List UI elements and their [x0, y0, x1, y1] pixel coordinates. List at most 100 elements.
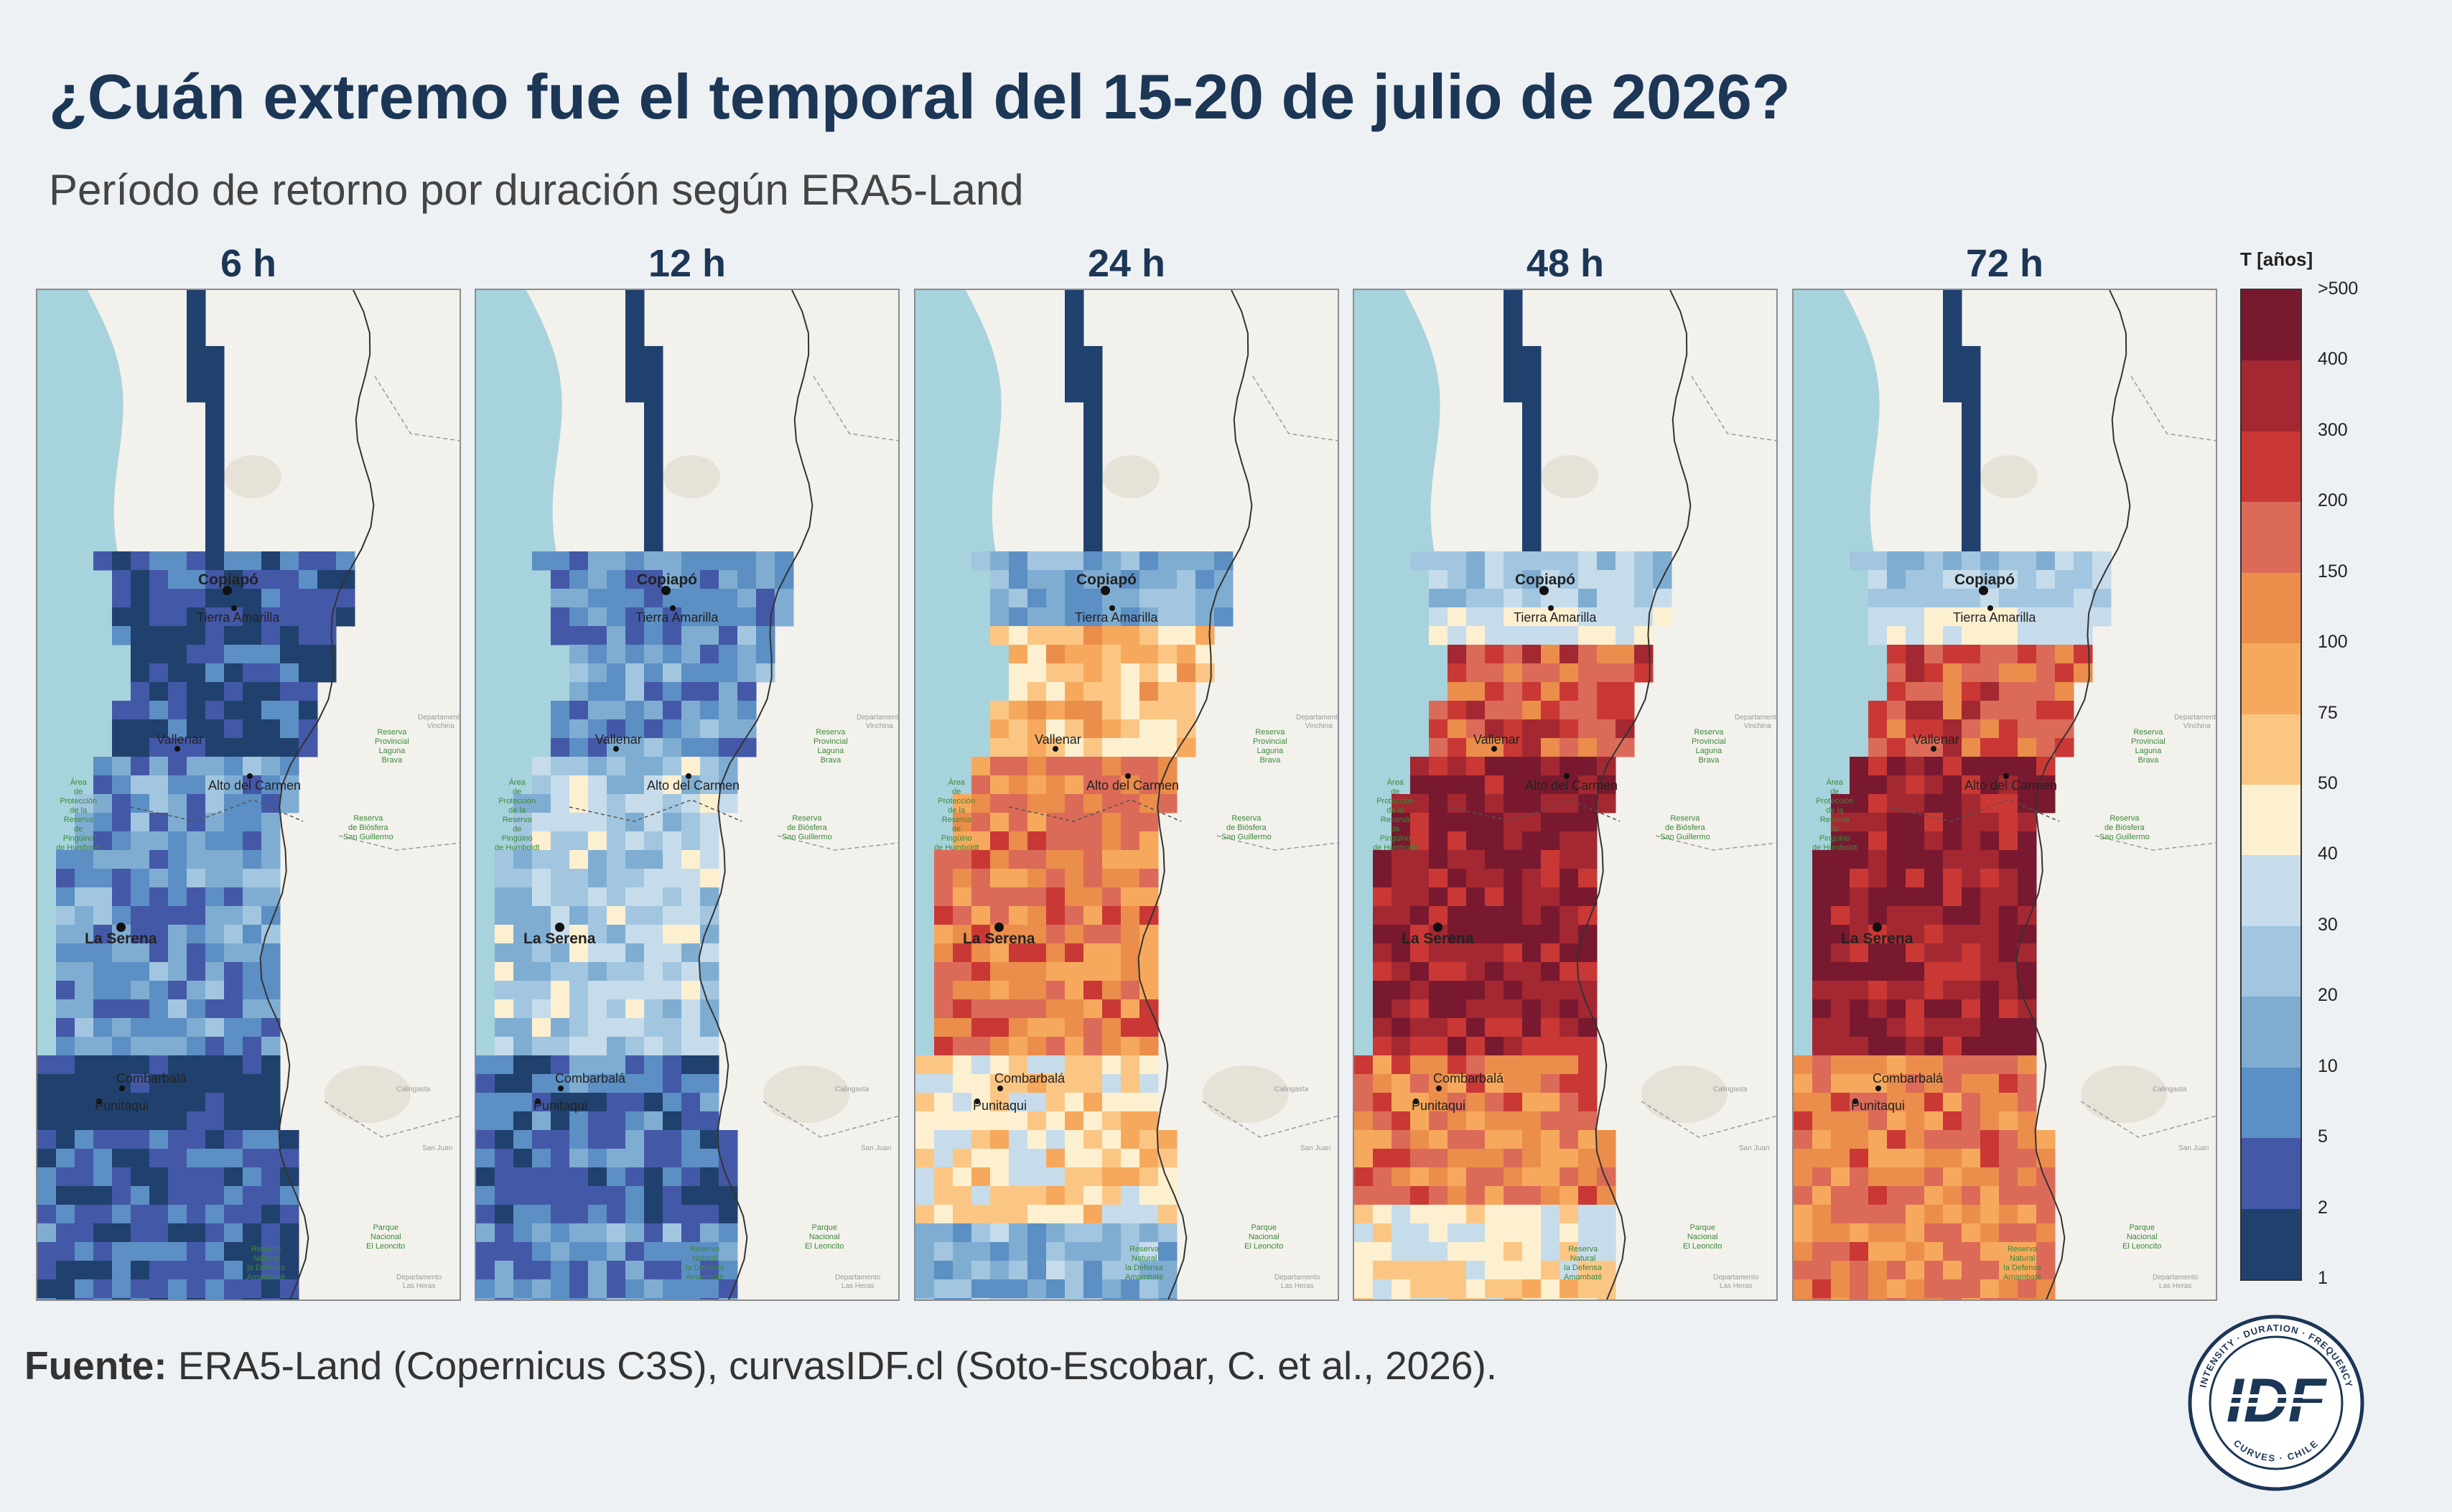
return-period-cell [1980, 794, 2000, 813]
map-panel-48h[interactable]: Copiapó Tierra Amarilla Vallenar Alto del C… [1353, 289, 1778, 1301]
city-label: Tierra Amarilla [1953, 610, 2036, 625]
return-period-cell [261, 1223, 281, 1243]
return-period-cell [1139, 794, 1159, 813]
return-period-cell [1083, 943, 1103, 963]
return-period-cell [607, 663, 626, 683]
colorbar-segment [2242, 643, 2301, 715]
return-period-cell [625, 346, 645, 365]
return-period-cell [681, 962, 701, 981]
return-period-cell [168, 850, 187, 869]
return-period-cell [663, 682, 682, 701]
return-period-cell [476, 1205, 495, 1224]
return-period-cell [205, 1223, 225, 1243]
return-period-cell [681, 719, 701, 739]
return-period-cell [1083, 421, 1103, 440]
return-period-cell [663, 1261, 682, 1280]
return-period-cell [131, 589, 150, 608]
return-period-cell [1578, 738, 1598, 757]
return-period-cell [187, 607, 206, 627]
return-period-cell [1616, 551, 1635, 571]
colorbar-tick-label: 400 [2318, 349, 2348, 370]
return-period-cell [971, 1149, 991, 1168]
return-period-cell [1485, 1242, 1504, 1261]
return-period-cell [2018, 1167, 2037, 1187]
return-period-cell [1850, 1261, 1869, 1280]
return-period-cell [1009, 1223, 1028, 1243]
return-period-cell [934, 943, 954, 963]
return-period-cell [700, 1279, 719, 1299]
return-period-cell [1522, 775, 1542, 795]
return-period-cell [1354, 1205, 1374, 1224]
return-period-cell [299, 663, 318, 683]
return-period-cell [569, 887, 589, 907]
return-period-cell [187, 1242, 206, 1261]
return-period-cell [1065, 1074, 1084, 1093]
return-period-cell [1850, 1186, 1869, 1205]
return-period-cell [1541, 794, 1560, 813]
return-period-cell [607, 551, 626, 571]
city-marker [535, 1098, 541, 1104]
return-period-cell [1065, 757, 1084, 776]
return-period-cell [1906, 1037, 1925, 1056]
return-period-cell [1850, 869, 1869, 888]
return-period-cell [625, 1037, 645, 1056]
return-period-cell [1522, 1261, 1542, 1280]
map-panel-12h[interactable]: Copiapó Tierra Amarilla Vallenar Alto del C… [475, 289, 900, 1301]
return-period-cell [607, 682, 626, 701]
return-period-cell [1560, 1186, 1579, 1205]
return-period-cell [569, 663, 589, 683]
map-panel-6h[interactable]: Copiapó Tierra Amarilla Vallenar Alto del C… [36, 289, 461, 1301]
return-period-cell [934, 1186, 954, 1205]
return-period-cell [2036, 1242, 2056, 1261]
return-period-cell [1373, 850, 1392, 869]
return-period-cell [1504, 1167, 1523, 1187]
return-period-cell [2018, 1223, 2037, 1243]
return-period-cell [1158, 1205, 1178, 1224]
return-period-cell [1429, 775, 1448, 795]
return-period-cell [1102, 1018, 1122, 1037]
return-period-cell [1139, 1279, 1159, 1299]
return-period-cell [1485, 906, 1504, 925]
return-period-cell [75, 1018, 94, 1037]
return-period-cell [1831, 850, 1850, 869]
return-period-cell [205, 1186, 225, 1205]
return-period-cell [1046, 701, 1066, 720]
return-period-cell [495, 887, 514, 907]
region-label: Departamento Las Heras [396, 1274, 442, 1290]
return-period-cell [243, 906, 262, 925]
return-period-cell [1504, 682, 1523, 701]
return-period-cell [280, 1223, 299, 1243]
return-period-cell [1102, 887, 1122, 907]
return-period-cell [588, 551, 607, 571]
return-period-cell [1429, 943, 1448, 963]
return-period-cell [93, 1298, 113, 1299]
return-period-cell [261, 1298, 281, 1299]
return-period-cell [588, 1111, 607, 1131]
region-label: San Juan [1300, 1144, 1331, 1152]
return-period-cell [681, 1167, 701, 1187]
return-period-cell [934, 1093, 954, 1112]
return-period-cell [1999, 1205, 2018, 1224]
map-panel-24h[interactable]: Copiapó Tierra Amarilla Vallenar Alto del C… [914, 289, 1339, 1301]
return-period-cell [476, 1261, 495, 1280]
return-period-cell [1980, 701, 2000, 720]
return-period-cell [532, 925, 551, 944]
map-panel-72h[interactable]: Copiapó Tierra Amarilla Vallenar Alto del C… [1792, 289, 2217, 1301]
return-period-cell [644, 589, 663, 608]
return-period-cell [1999, 962, 2018, 981]
return-period-cell [1962, 1149, 1981, 1168]
return-period-cell [1560, 1130, 1579, 1149]
return-period-cell [495, 1167, 514, 1187]
return-period-cell [1158, 1261, 1178, 1280]
return-period-cell [953, 794, 972, 813]
return-period-cell [1906, 850, 1925, 869]
return-period-cell [1560, 1279, 1579, 1299]
return-period-cell [569, 1205, 589, 1224]
province-border [2080, 375, 2216, 1138]
return-period-cell [2036, 719, 2056, 739]
return-period-cell [1466, 1279, 1486, 1299]
svg-text:IDF: IDF [2227, 1366, 2328, 1435]
return-period-cell [990, 813, 1010, 832]
return-period-cell [1999, 1167, 2018, 1187]
return-period-cell [953, 869, 972, 888]
